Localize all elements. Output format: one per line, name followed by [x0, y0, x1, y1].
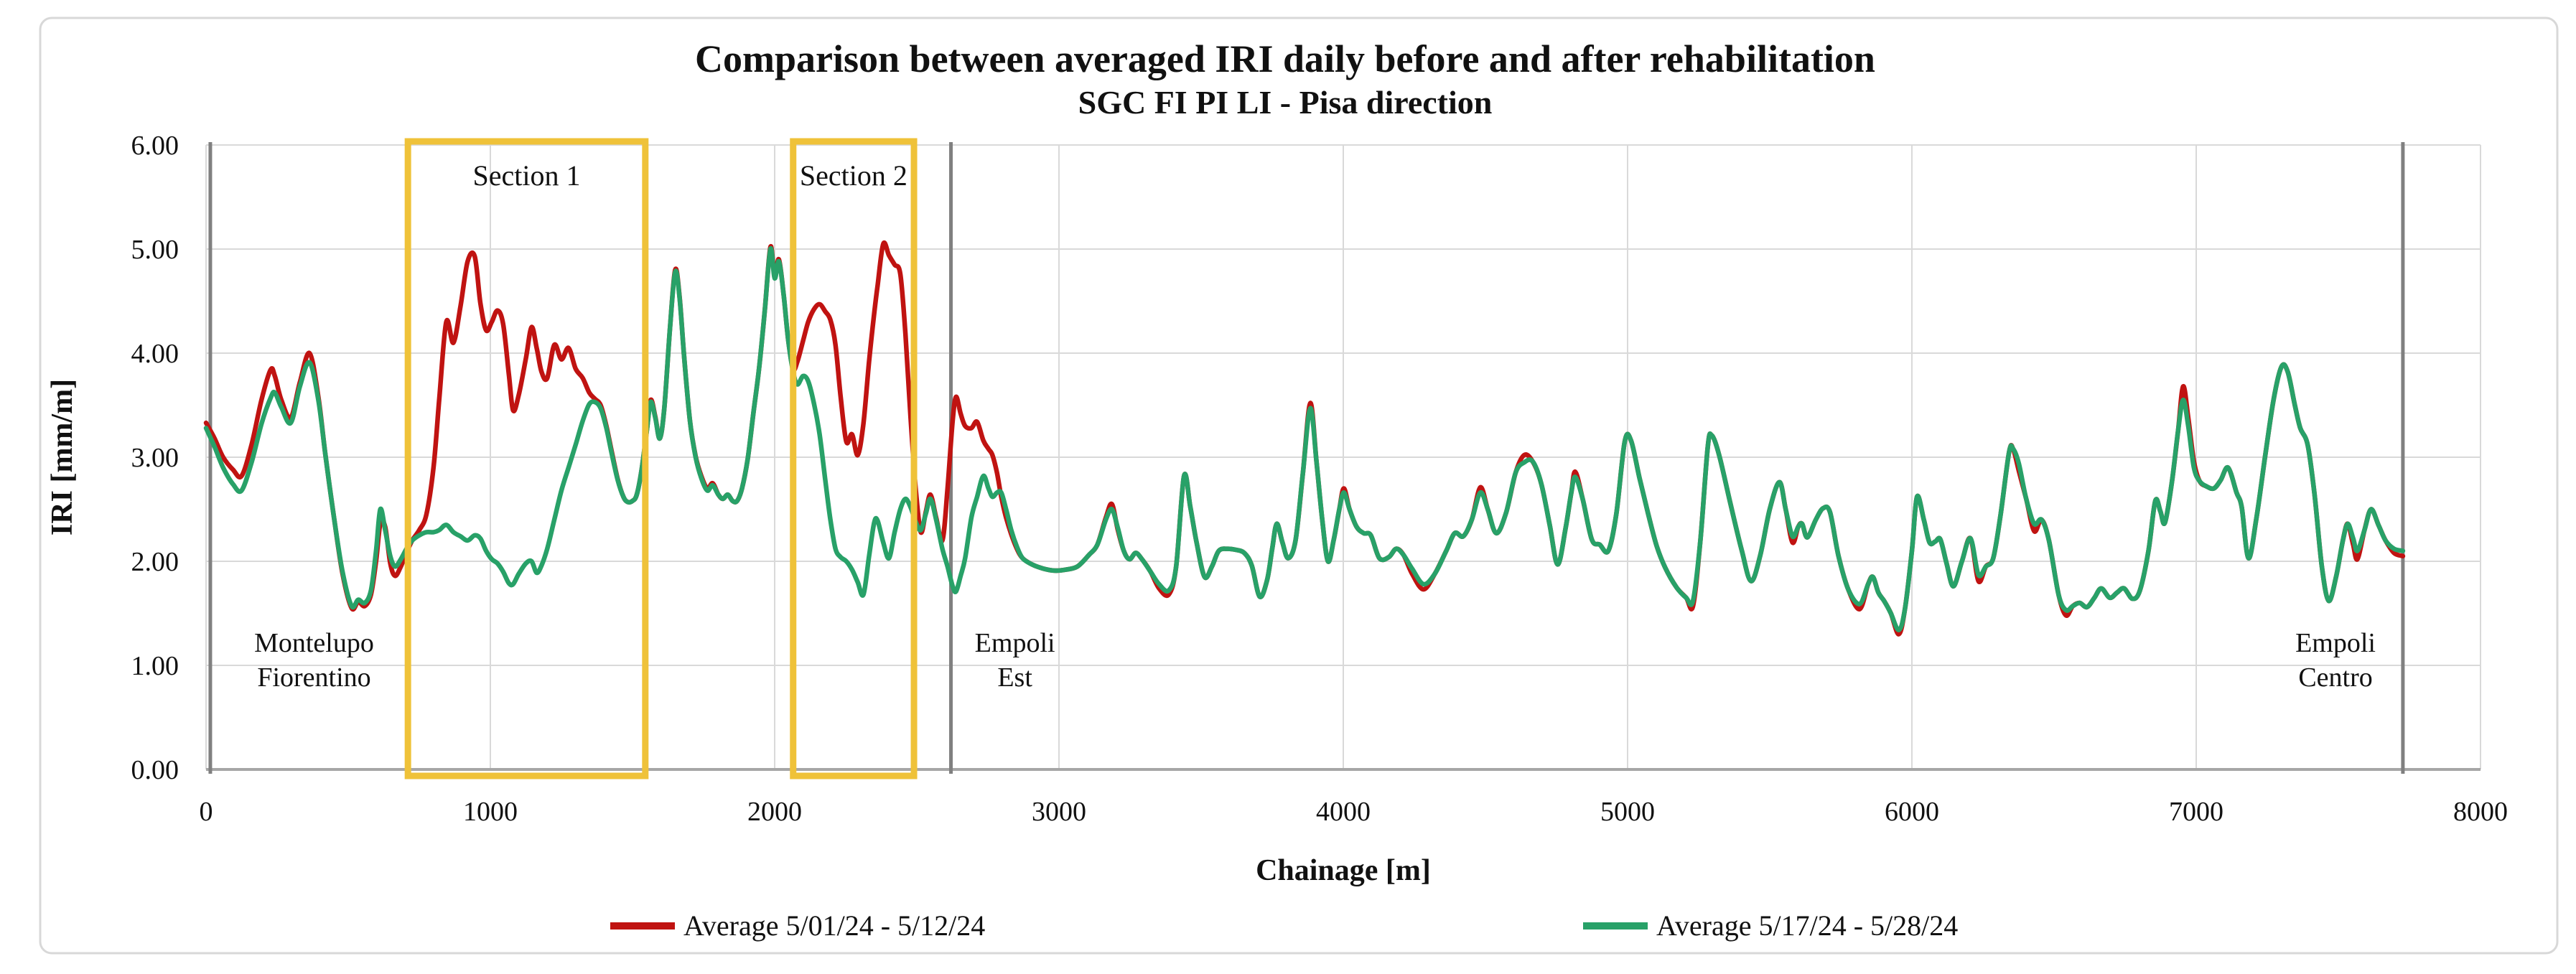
x-tick-label: 7000: [2169, 797, 2223, 827]
section-box-label: Section 1: [472, 159, 580, 192]
x-tick-label: 8000: [2453, 797, 2508, 827]
section-boxes: [404, 138, 918, 779]
x-tick-label: 6000: [1885, 797, 1939, 827]
section-box: [404, 138, 649, 779]
x-axis-title: Chainage [m]: [1256, 854, 1431, 887]
x-tick-label: 4000: [1316, 797, 1371, 827]
station-label: Fiorentino: [257, 662, 370, 693]
x-tick-label: 5000: [1600, 797, 1655, 827]
x-tick-label: 2000: [747, 797, 802, 827]
y-tick-label: 3.00: [131, 443, 179, 473]
x-tick-label: 1000: [463, 797, 518, 827]
annotation-labels: Section 1 Section 2 Montelupo Fiorentino Emp…: [254, 159, 2376, 693]
series-line-after: [203, 246, 2406, 632]
legend-label-after: Average 5/17/24 - 5/28/24: [1656, 909, 1958, 942]
y-tick-label: 5.00: [131, 235, 179, 265]
y-tick-label: 4.00: [131, 339, 179, 369]
station-label: Empoli: [2295, 628, 2376, 658]
section-box: [790, 138, 918, 779]
x-tick-label: 0: [200, 797, 213, 827]
chart-subtitle: SGC FI PI LI - Pisa direction: [1078, 84, 1493, 121]
y-axis-title: IRI [mm/m]: [46, 379, 79, 535]
y-tick-label: 0.00: [131, 755, 179, 785]
station-label: Empoli: [975, 628, 1055, 658]
legend: Average 5/01/24 - 5/12/24 Average 5/17/2…: [610, 909, 1958, 942]
y-tick-label: 2.00: [131, 547, 179, 577]
gridlines: [205, 144, 2481, 771]
section-box-label: Section 2: [800, 159, 907, 192]
axis-tick-labels: 0.00 1.00 2.00 3.00 4.00 5.00 6.00 0 1000 2000 300…: [131, 131, 2509, 827]
station-label: Est: [997, 662, 1032, 693]
legend-label-before: Average 5/01/24 - 5/12/24: [683, 909, 985, 942]
station-label: Centro: [2298, 662, 2372, 693]
x-tick-label: 3000: [1032, 797, 1086, 827]
chart-title: Comparison between averaged IRI daily be…: [695, 37, 1875, 80]
y-tick-label: 1.00: [131, 651, 179, 681]
y-tick-label: 6.00: [131, 131, 179, 161]
figure-border: [39, 17, 2559, 955]
series-lines: [203, 240, 2406, 637]
station-label: Montelupo: [254, 628, 374, 658]
